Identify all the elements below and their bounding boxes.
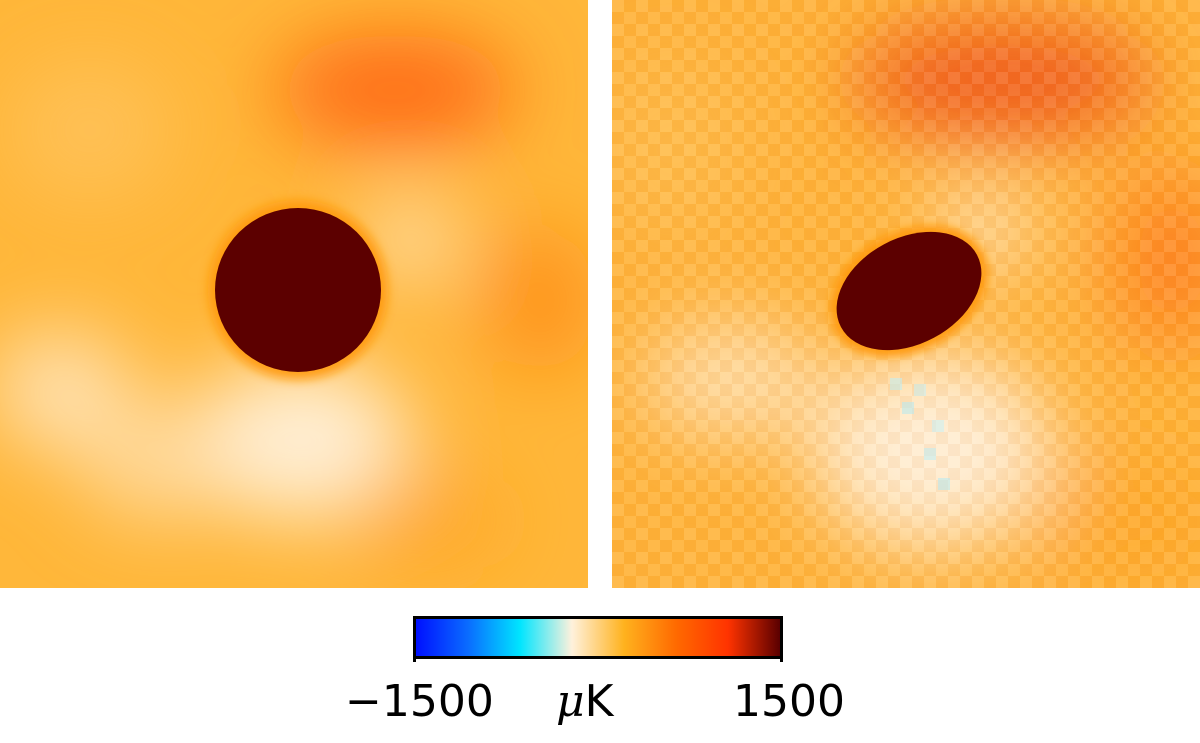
colorbar-max-label: 1500	[733, 676, 845, 727]
colorbar-min-tick	[413, 652, 416, 662]
colorbar-unit-label: μK	[556, 676, 613, 728]
unit-letter: K	[584, 676, 614, 727]
colorbar-min-label: −1500	[345, 676, 494, 727]
left-map-image	[0, 0, 588, 588]
unit-symbol: μ	[556, 676, 585, 727]
left-temperature-map	[0, 0, 588, 588]
right-point-source	[836, 231, 982, 351]
colorbar-max-tick	[780, 652, 783, 662]
right-temperature-map	[612, 0, 1200, 588]
right-map-image	[612, 0, 1200, 588]
left-point-source	[215, 208, 381, 372]
colorbar	[413, 616, 783, 659]
